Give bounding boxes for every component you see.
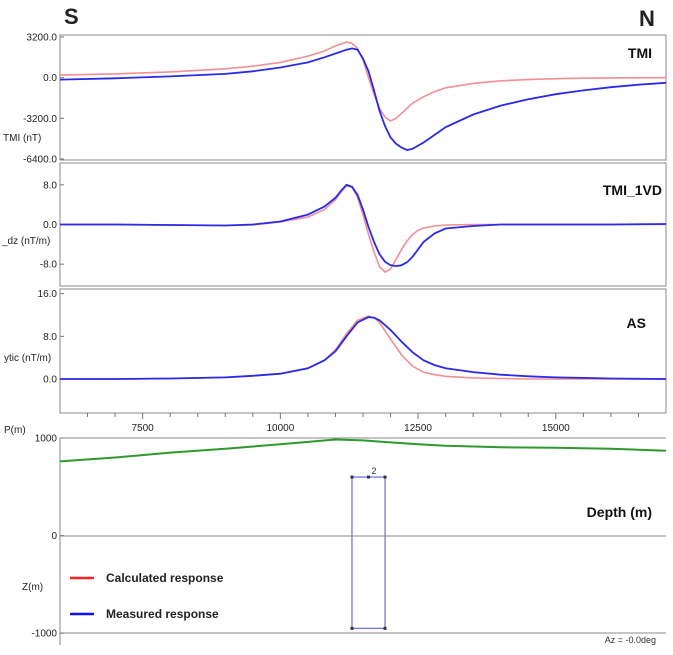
- depth-top-ylabel: P(m): [4, 425, 26, 436]
- depth-ylabel: Z(m): [22, 582, 43, 593]
- model-body-vertex[interactable]: [350, 475, 354, 479]
- depth-ytick-label: 0: [51, 531, 57, 542]
- tmi-1vd-measured-line: [60, 183, 667, 268]
- x-tick-label: 15000: [542, 423, 570, 434]
- azimuth-note: Az = -0.0deg: [605, 635, 656, 645]
- direction-north-label: N: [639, 6, 655, 31]
- x-tick-label: 12500: [404, 423, 432, 434]
- tmi-ylabel: TMI (nT): [3, 133, 41, 144]
- tmi-yticks: 3200.0 0.0 -3200.0 -6400.0: [23, 33, 64, 166]
- direction-south-label: S: [64, 4, 79, 29]
- as-ylabel: ytic (nT/m): [4, 353, 51, 364]
- tmi-1vd-ytick-label: 0.0: [43, 220, 57, 231]
- tmi-1vd-ytick-label: 8.0: [43, 180, 57, 191]
- tmi-calculated-line: [59, 41, 667, 122]
- tmi-1vd-title: TMI_1VD: [603, 182, 662, 198]
- as-ytick-label: 8.0: [43, 332, 57, 343]
- tmi-1vd-ylabel: _dz (nT/m): [1, 236, 50, 247]
- model-body-vertex[interactable]: [367, 475, 371, 479]
- model-body-handles: [350, 475, 387, 630]
- legend-measured-label: Measured response: [106, 607, 219, 621]
- depth-ytick-label: 1000: [35, 434, 58, 445]
- as-ytick-label: 0.0: [43, 375, 57, 386]
- depth-ytick-label: -1000: [31, 629, 57, 640]
- tmi-panel: TMI TMI (nT) 3200.0 0.0 -3200.0 -6400.0: [3, 33, 667, 166]
- as-title: AS: [627, 315, 646, 331]
- model-body-prism: [351, 476, 386, 629]
- tmi-title: TMI: [628, 45, 652, 61]
- depth-title: Depth (m): [587, 504, 652, 520]
- x-axis-ticks: 7500 10000 12500 15000: [87, 413, 639, 434]
- as-frame: [59, 288, 667, 414]
- tmi-1vd-calculated-line: [60, 184, 666, 274]
- tmi-ytick-label: 0.0: [43, 73, 57, 84]
- tmi-ytick-label: -6400.0: [23, 155, 57, 166]
- as-panel: AS ytic (nT/m) 16.0 8.0 0.0 7500 10000 12500…: [4, 288, 667, 434]
- x-tick-label: 7500: [132, 423, 155, 434]
- model-body-vertex[interactable]: [350, 626, 354, 630]
- model-body-vertex[interactable]: [383, 475, 387, 479]
- as-calculated-line: [60, 315, 666, 380]
- tmi-measured-line: [59, 47, 667, 152]
- as-measured-line: [60, 316, 667, 380]
- tmi-ytick-label: 3200.0: [26, 33, 57, 44]
- depth-yticks: 1000 0 -1000: [31, 434, 64, 640]
- model-body-label: 2: [372, 466, 377, 476]
- tmi-1vd-panel: TMI_1VD _dz (nT/m) 8.0 0.0 -8.0: [1, 162, 667, 287]
- legend-calculated-label: Calculated response: [106, 571, 224, 585]
- tmi-ytick-label: -3200.0: [23, 114, 57, 125]
- tmi-1vd-ytick-label: -8.0: [40, 260, 58, 271]
- as-ytick-label: 16.0: [38, 289, 58, 300]
- model-body-vertex[interactable]: [383, 626, 387, 630]
- topography-line: [59, 438, 667, 463]
- x-tick-label: 10000: [266, 423, 294, 434]
- depth-panel: P(m) Z(m) Depth (m) 10000-1000 2 Az = -0…: [4, 425, 667, 645]
- tmi-frame: [59, 34, 667, 161]
